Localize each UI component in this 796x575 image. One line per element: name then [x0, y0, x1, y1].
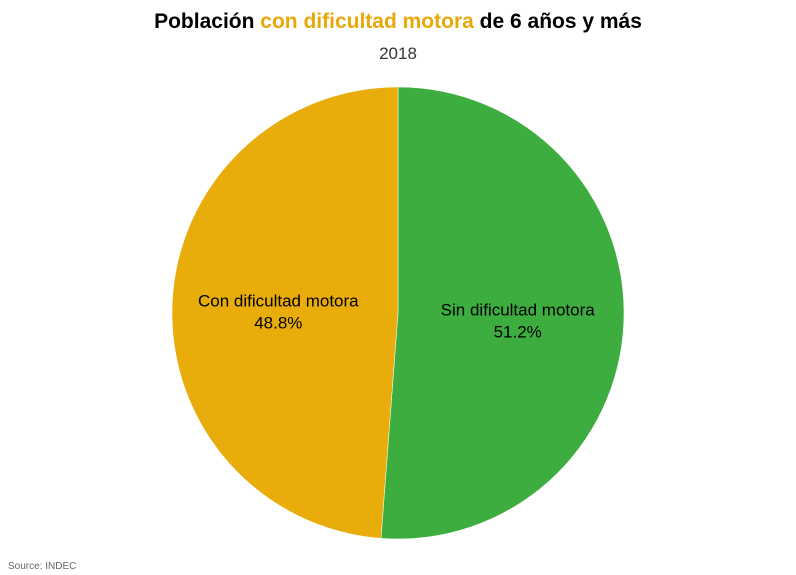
slice-label-1: Con dificultad motora — [198, 291, 359, 310]
title-prefix: Población — [154, 10, 255, 33]
slice-value-0: 51.2% — [494, 323, 542, 342]
slice-label-0: Sin dificultad motora — [441, 301, 596, 320]
chart-title: Población con dificultad motora de 6 año… — [0, 10, 796, 34]
slice-value-1: 48.8% — [254, 313, 302, 332]
pie-slice-1[interactable] — [171, 86, 399, 539]
source-note: Source: INDEC — [8, 561, 77, 572]
title-highlight: con dificultad motora — [260, 10, 474, 33]
pie-slice-0[interactable] — [380, 86, 625, 540]
title-suffix: de 6 años y más — [479, 10, 642, 33]
chart-subtitle: 2018 — [379, 44, 417, 63]
